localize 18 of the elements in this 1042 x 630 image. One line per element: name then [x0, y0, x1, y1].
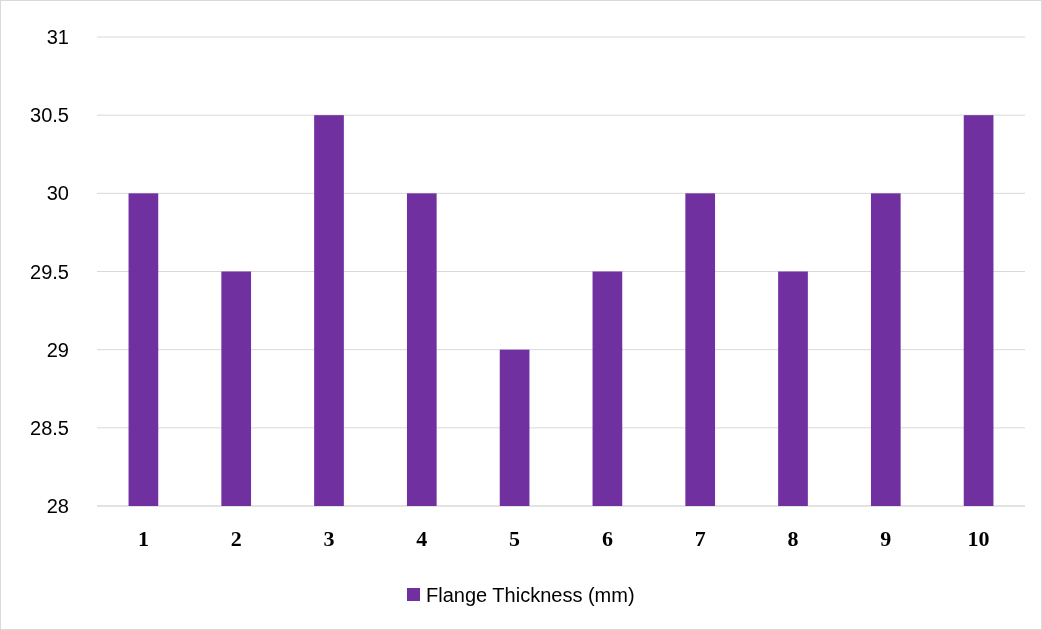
x-tick-label: 7 — [694, 526, 706, 551]
y-tick-label: 29 — [46, 338, 69, 361]
y-tick-label: 30.5 — [30, 104, 69, 127]
x-tick-label: 8 — [787, 526, 799, 551]
y-tick-label: 28 — [46, 495, 69, 517]
x-tick-label: 9 — [880, 526, 892, 551]
x-tick-label: 5 — [509, 526, 521, 551]
y-tick-label: 28.5 — [30, 416, 69, 439]
x-tick-label: 6 — [601, 526, 613, 551]
y-tick-label: 29.5 — [30, 260, 69, 283]
x-tick-label: 1 — [137, 526, 149, 551]
x-tick-label: 3 — [323, 526, 335, 551]
y-tick-label: 30 — [46, 182, 69, 205]
x-tick-label: 4 — [416, 526, 428, 551]
legend-label: Flange Thickness (mm) — [426, 584, 635, 606]
x-tick-label: 2 — [230, 526, 242, 551]
y-tick-label: 31 — [46, 26, 69, 48]
x-tick-label: 10 — [967, 526, 990, 551]
